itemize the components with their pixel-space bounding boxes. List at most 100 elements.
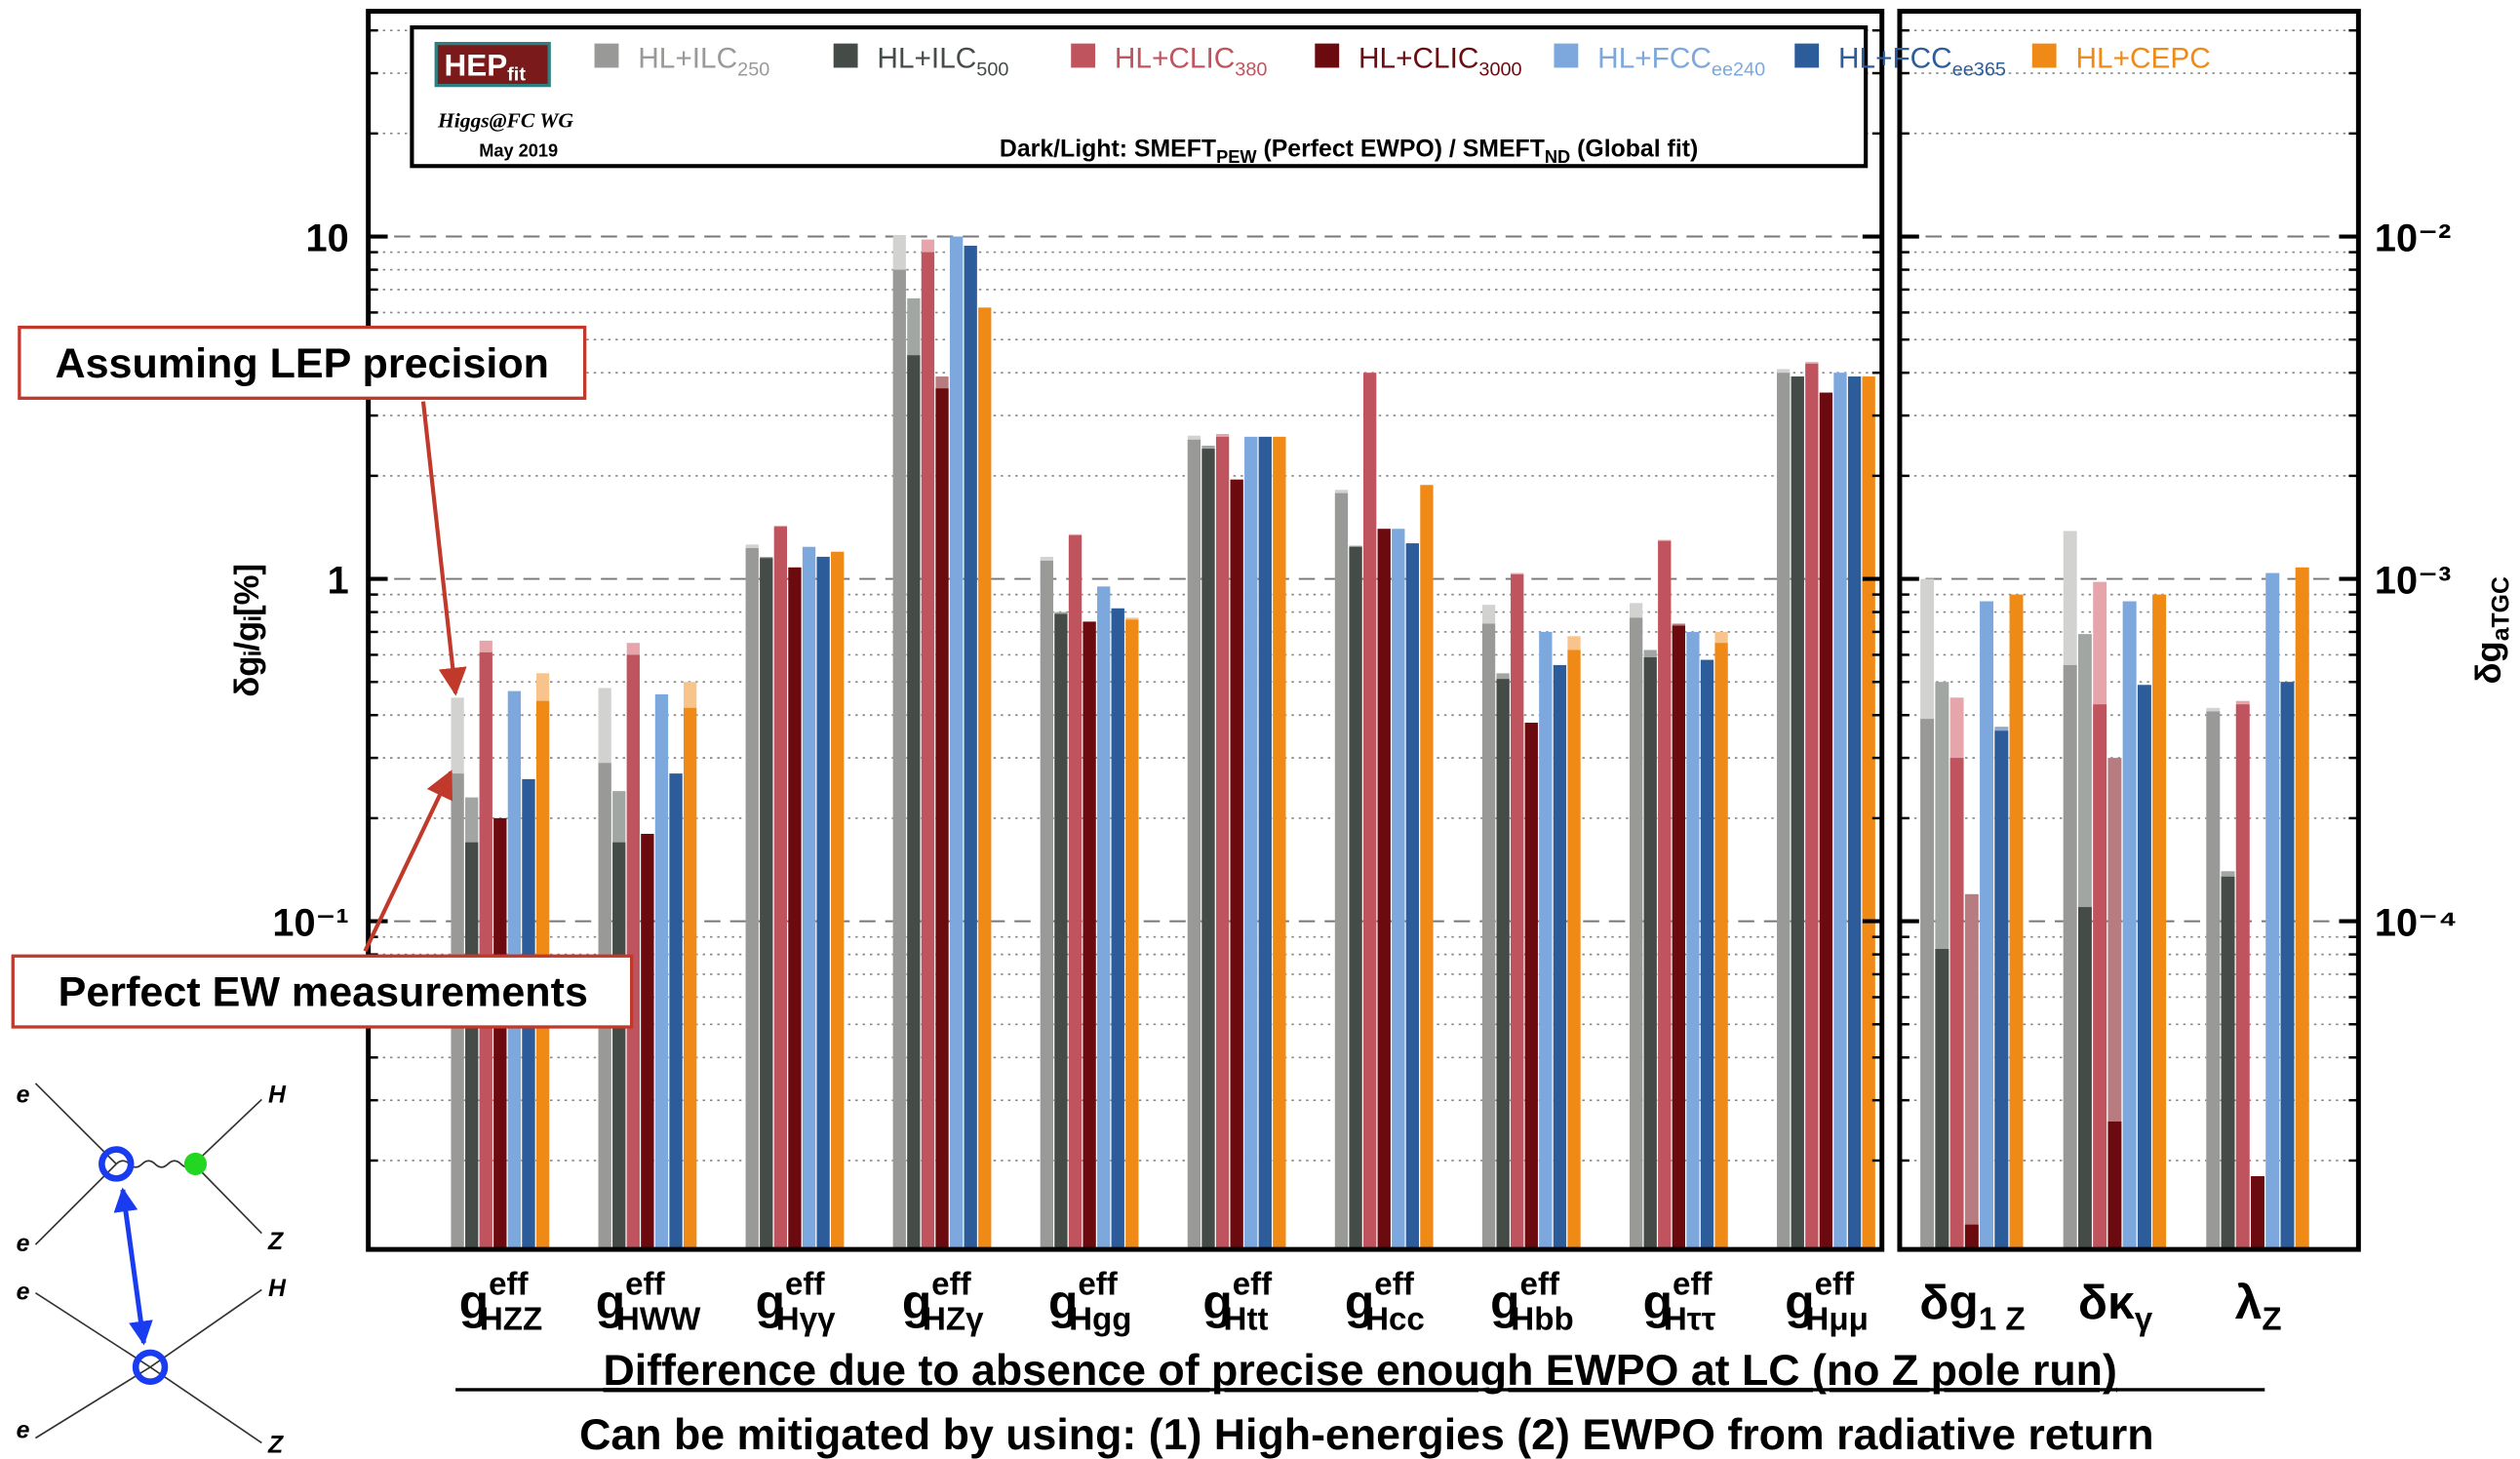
legend-note: Dark/Light: SMEFTPEW (Perfect EWPO) / SM… [1000,136,1698,167]
bar-perfect-ewpo [1215,436,1230,1250]
legend-box [410,25,1869,169]
legend-swatch [2031,43,2057,68]
bar-perfect-ewpo [1524,723,1538,1250]
legend-label: HL+CLIC3000 [1358,42,1522,80]
bar-perfect-ewpo [2077,907,2092,1250]
label-sup: eff [785,1266,825,1302]
legend-label: HL+FCCee365 [1838,42,2006,80]
bar-perfect-ewpo [1672,625,1685,1250]
bar-perfect-ewpo [1819,392,1833,1250]
bar-perfect-ewpo [831,551,845,1250]
footer-line: Difference due to absence of precise eno… [604,1347,2117,1395]
bar-perfect-ewpo [1994,730,2009,1250]
legend-swatch [1554,43,1579,68]
bar-perfect-ewpo [1111,608,1124,1250]
label-main: λ [2235,1275,2263,1329]
legend-main: HL+ILC [638,42,737,74]
legend-swatch [1794,43,1820,68]
label-main: g [459,1275,489,1329]
bar-perfect-ewpo [1377,529,1391,1250]
label-main: g [1490,1275,1519,1329]
label-sub: Hbb [1511,1302,1573,1338]
bar-perfect-ewpo [2221,876,2235,1250]
note-part: PEW [1216,147,1257,167]
bar-perfect-ewpo [1777,373,1791,1250]
bar-perfect-ewpo [1658,540,1672,1250]
bars [451,235,2309,1250]
x-tick-label: geff Hcc [1345,1266,1425,1337]
date: May 2019 [479,140,558,160]
bar-perfect-ewpo [1833,373,1847,1250]
bar-perfect-ewpo [479,651,492,1250]
legend-swatch [1071,43,1096,68]
label-main: g [596,1275,625,1329]
label-sup: eff [489,1266,529,1302]
label-main: δg [2468,641,2508,684]
propagator [193,1163,262,1235]
legend-label: HL+CLIC380 [1115,42,1268,80]
bar-perfect-ewpo [1862,376,1875,1250]
bar-perfect-ewpo [773,527,788,1250]
propagator [34,1292,151,1368]
label-main: δκ [2078,1275,2135,1329]
bar-perfect-ewpo [1273,436,1286,1250]
legend: HL+ILC250 HL+ILC500 HL+CLIC380 HL+CLIC3000 H… [594,42,2211,81]
bar-perfect-ewpo [1714,643,1728,1250]
particle: Z [267,1432,284,1458]
bar-perfect-ewpo [935,388,949,1250]
legend-swatch [833,43,858,68]
bar-perfect-ewpo [2235,704,2250,1250]
label-sub: Htt [1224,1302,1269,1338]
label-main: g [1643,1275,1673,1329]
label-sup: eff [1673,1266,1713,1302]
bar-perfect-ewpo [1097,586,1111,1250]
x-tick-label: δg1 Z [1919,1275,2025,1338]
particle: H [268,1276,287,1302]
logo: HEPfit [445,49,527,86]
propagator [149,1366,262,1444]
bar-perfect-ewpo [493,817,507,1250]
bar-perfect-ewpo [669,773,683,1250]
bar-perfect-ewpo [1847,376,1862,1250]
bar-perfect-ewpo [465,842,479,1250]
bar-perfect-ewpo [1125,619,1139,1250]
legend-main: HL+FCC [1838,42,1952,74]
vertex [132,1349,169,1385]
bar-perfect-ewpo [1363,373,1377,1250]
bar-perfect-ewpo [1511,574,1524,1250]
label-sup: eff [1233,1266,1273,1302]
diagram [34,1083,262,1444]
label-sub: 1 Z [1979,1302,2026,1338]
y-tick-label: 1 [328,559,349,602]
bar-perfect-ewpo [1935,949,1949,1250]
bar-perfect-ewpo [683,707,697,1250]
y-tick-label: 10⁻¹ [272,902,348,945]
annotation-arrow [420,401,467,696]
legend-main: HL+FCC [1597,42,1712,74]
bar-perfect-ewpo [1980,601,1994,1250]
bar-perfect-ewpo [907,355,921,1250]
bar-perfect-ewpo [788,567,802,1250]
bar-perfect-ewpo [1553,664,1567,1250]
label-main: g [1785,1275,1814,1329]
legend-main: HL+CEPC [2075,42,2210,74]
bar-perfect-ewpo [2251,1176,2264,1250]
particle: H [268,1083,287,1109]
legend-label: HL+ILC500 [877,42,1008,80]
bar-perfect-ewpo [1083,621,1096,1250]
bar-perfect-ewpo [2063,664,2077,1250]
particle: e [17,1231,30,1257]
legend-sub: ee240 [1712,59,1765,81]
bar-perfect-ewpo [1643,657,1657,1250]
legend-main: HL+ILC [877,42,976,74]
y-axis-label: δgᵢ/gᵢ[%] [229,564,266,697]
legend-main: HL+CLIC [1115,42,1235,74]
bar-perfect-ewpo [2295,567,2309,1250]
group-name: Higgs@FC WG [437,109,573,133]
annotation: Perfect EW measurements [59,969,588,1016]
bar-perfect-ewpo [1187,439,1201,1250]
logo-box [434,41,551,88]
y2-tick-label: 10⁻² [2375,217,2451,259]
bar-perfect-ewpo [1964,1224,1979,1250]
